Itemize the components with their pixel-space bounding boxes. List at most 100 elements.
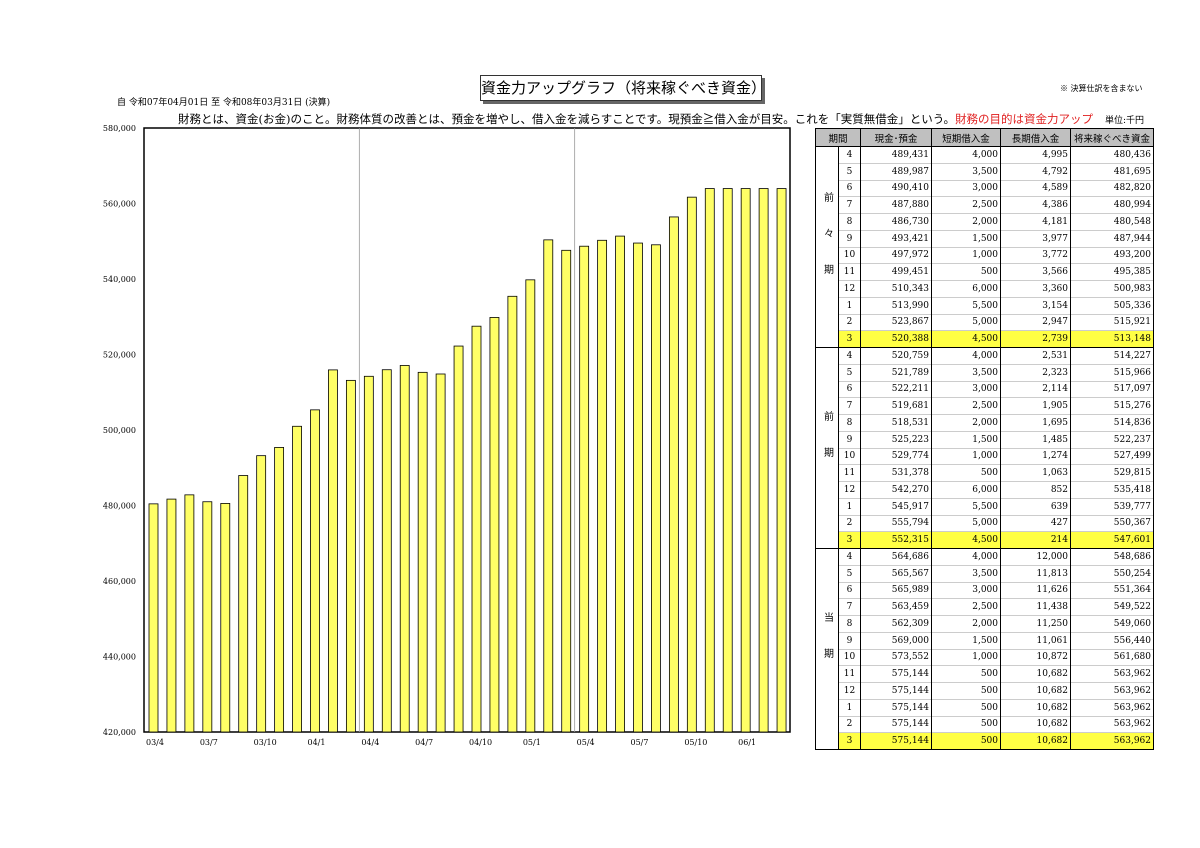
table-row: 1 545,917 5,500 639 539,777	[816, 497, 1154, 515]
value-cell: 575,144	[860, 682, 932, 700]
month-cell: 5	[838, 162, 861, 180]
table-row: 8 518,531 2,000 1,695 514,836	[816, 414, 1154, 432]
value-cell: 11,626	[1000, 581, 1071, 599]
table-row: 6 565,989 3,000 11,626 551,364	[816, 581, 1154, 599]
value-cell: 3,500	[931, 363, 1001, 381]
value-cell: 505,336	[1070, 296, 1154, 314]
month-cell: 11	[838, 263, 861, 281]
value-cell: 513,148	[1070, 330, 1154, 348]
value-cell: 5,000	[931, 313, 1001, 331]
value-cell: 1,274	[1000, 447, 1071, 465]
table-row: 1 513,990 5,500 3,154 505,336	[816, 296, 1154, 314]
table-row: 5 521,789 3,500 2,323 515,966	[816, 363, 1154, 381]
table-row: 1 575,144 500 10,682 563,962	[816, 698, 1154, 716]
value-cell: 3,500	[931, 162, 1001, 180]
value-cell: 6,000	[931, 280, 1001, 298]
period-range: 自 令和07年04月01日 至 令和08年03月31日 (決算)	[117, 98, 331, 108]
month-cell: 3	[838, 531, 861, 549]
value-cell: 487,944	[1070, 229, 1154, 247]
table-row: 2 575,144 500 10,682 563,962	[816, 715, 1154, 733]
value-cell: 1,000	[931, 246, 1001, 264]
table-row: 7 563,459 2,500 11,438 549,522	[816, 598, 1154, 616]
bar	[561, 249, 572, 733]
value-cell: 11,061	[1000, 631, 1071, 649]
value-cell: 523,867	[860, 313, 932, 331]
bar	[220, 503, 231, 733]
value-cell: 513,990	[860, 296, 932, 314]
value-cell: 497,972	[860, 246, 932, 264]
value-cell: 2,114	[1000, 380, 1071, 398]
bar	[345, 379, 356, 733]
value-cell: 519,681	[860, 397, 932, 415]
value-cell: 480,548	[1070, 213, 1154, 231]
y-tick-label: 560,000	[103, 200, 136, 209]
period-group-label: 前々期	[821, 191, 833, 300]
y-tick-label: 500,000	[103, 426, 136, 435]
value-cell: 551,364	[1070, 581, 1154, 599]
month-cell: 12	[838, 481, 861, 499]
bar	[651, 244, 661, 733]
column-header: 長期借入金	[1000, 128, 1071, 147]
value-cell: 517,097	[1070, 380, 1154, 398]
x-tick-label: 05/10	[684, 738, 707, 747]
month-cell: 1	[838, 296, 861, 314]
value-cell: 552,315	[860, 531, 932, 549]
value-cell: 499,451	[860, 263, 932, 281]
bar	[381, 369, 392, 733]
value-cell: 1,485	[1000, 430, 1071, 448]
table-row: 3 575,144 500 10,682 563,962	[816, 732, 1154, 750]
column-header: 短期借入金	[931, 128, 1001, 147]
value-cell: 10,682	[1000, 715, 1071, 733]
value-cell: 529,815	[1070, 464, 1154, 482]
value-cell: 500	[931, 732, 1001, 750]
value-cell: 427	[1000, 514, 1071, 532]
value-cell: 1,500	[931, 631, 1001, 649]
value-cell: 12,000	[1000, 548, 1071, 566]
table-row: 9 493,421 1,500 3,977 487,944	[816, 229, 1154, 247]
month-cell: 2	[838, 313, 861, 331]
unit-label: 単位:千円	[1105, 116, 1145, 126]
value-cell: 539,777	[1070, 497, 1154, 515]
month-cell: 4	[838, 347, 861, 365]
period-group-cell: 前期	[815, 347, 839, 549]
value-cell: 555,794	[860, 514, 932, 532]
description: 財務とは、資金(お金)のこと。財務体質の改善とは、預金を増やし、借入金を減らすこ…	[178, 111, 1093, 127]
month-cell: 12	[838, 682, 861, 700]
bar	[166, 498, 177, 733]
month-cell: 1	[838, 698, 861, 716]
bar	[704, 188, 715, 733]
table-row: 5 565,567 3,500 11,813 550,254	[816, 564, 1154, 582]
month-cell: 9	[838, 229, 861, 247]
value-cell: 563,962	[1070, 715, 1154, 733]
value-cell: 556,440	[1070, 631, 1154, 649]
bar	[507, 295, 518, 733]
value-cell: 489,987	[860, 162, 932, 180]
bar	[471, 325, 482, 733]
value-cell: 2,323	[1000, 363, 1071, 381]
value-cell: 549,522	[1070, 598, 1154, 616]
table-row: 6 490,410 3,000 4,589 482,820	[816, 179, 1154, 197]
month-cell: 2	[838, 715, 861, 733]
value-cell: 520,759	[860, 347, 932, 365]
value-cell: 514,227	[1070, 347, 1154, 365]
value-cell: 481,695	[1070, 162, 1154, 180]
value-cell: 3,360	[1000, 280, 1071, 298]
value-cell: 565,989	[860, 581, 932, 599]
month-cell: 5	[838, 564, 861, 582]
value-cell: 542,270	[860, 481, 932, 499]
value-cell: 500	[931, 263, 1001, 281]
value-cell: 480,994	[1070, 196, 1154, 214]
value-cell: 500	[931, 464, 1001, 482]
table-row: 8 486,730 2,000 4,181 480,548	[816, 213, 1154, 231]
value-cell: 500	[931, 715, 1001, 733]
value-cell: 527,499	[1070, 447, 1154, 465]
bar	[238, 475, 249, 733]
value-cell: 4,589	[1000, 179, 1071, 197]
month-cell: 12	[838, 280, 861, 298]
month-cell: 11	[838, 665, 861, 683]
value-cell: 852	[1000, 481, 1071, 499]
value-cell: 3,000	[931, 380, 1001, 398]
value-cell: 2,000	[931, 414, 1001, 432]
value-cell: 3,977	[1000, 229, 1071, 247]
month-cell: 11	[838, 464, 861, 482]
